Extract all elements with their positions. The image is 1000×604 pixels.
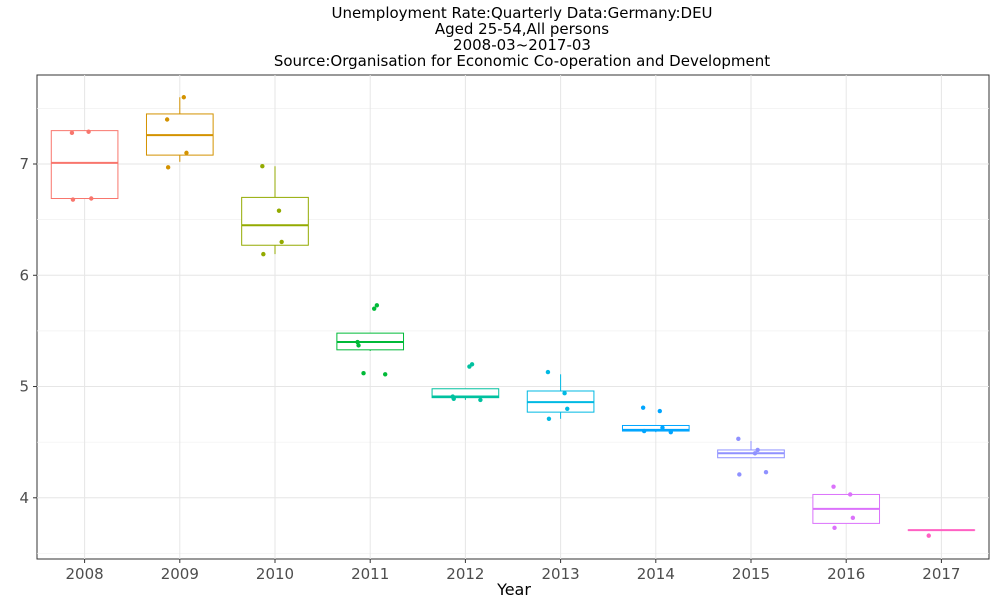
x-tick-label: 2010	[256, 565, 294, 583]
data-point	[71, 197, 75, 201]
box-2011	[337, 333, 404, 351]
data-point	[642, 429, 646, 433]
data-point	[277, 209, 281, 213]
box-2016	[813, 494, 880, 523]
data-point	[261, 252, 265, 256]
x-tick-label: 2014	[637, 565, 675, 583]
chart-title: Unemployment Rate:Quarterly Data:Germany…	[274, 4, 770, 70]
chart-title-line-4: Source:Organisation for Economic Co-oper…	[274, 52, 770, 70]
x-tick-label: 2017	[922, 565, 960, 583]
data-point	[565, 407, 569, 411]
x-tick-label: 2012	[446, 565, 484, 583]
data-point	[356, 343, 360, 347]
y-tick-label: 5	[19, 378, 29, 396]
data-point	[86, 130, 90, 134]
data-point	[851, 516, 855, 520]
data-point	[452, 397, 456, 401]
y-tick-label: 4	[19, 489, 29, 507]
data-point	[831, 484, 835, 488]
data-point	[546, 370, 550, 374]
y-tick-label: 7	[19, 155, 29, 173]
data-point	[182, 95, 186, 99]
data-point	[70, 131, 74, 135]
x-tick-label: 2015	[732, 565, 770, 583]
box-body	[242, 197, 309, 245]
data-point	[184, 151, 188, 155]
data-point	[279, 240, 283, 244]
data-point	[658, 409, 662, 413]
data-point	[166, 165, 170, 169]
data-point	[165, 117, 169, 121]
box-body	[51, 131, 118, 199]
y-tick-label: 6	[19, 266, 29, 284]
data-point	[470, 362, 474, 366]
box-2008	[51, 131, 118, 199]
data-point	[737, 472, 741, 476]
x-tick-label: 2013	[542, 565, 580, 583]
data-point	[89, 196, 93, 200]
data-point	[641, 405, 645, 409]
data-point	[736, 437, 740, 441]
data-point	[832, 526, 836, 530]
x-tick-label: 2009	[161, 565, 199, 583]
data-point	[848, 492, 852, 496]
x-axis-label: Year	[496, 580, 531, 599]
box-2014	[622, 425, 689, 432]
data-point	[478, 398, 482, 402]
x-tick-label: 2011	[351, 565, 389, 583]
data-point	[562, 391, 566, 395]
data-point	[375, 303, 379, 307]
data-point	[669, 430, 673, 434]
data-point	[660, 426, 664, 430]
x-tick-label: 2008	[66, 565, 104, 583]
data-point	[927, 533, 931, 537]
data-point	[755, 448, 759, 452]
data-point	[383, 372, 387, 376]
data-point	[547, 417, 551, 421]
x-tick-label: 2016	[827, 565, 865, 583]
data-point	[764, 470, 768, 474]
data-point	[361, 371, 365, 375]
data-point	[260, 164, 264, 168]
